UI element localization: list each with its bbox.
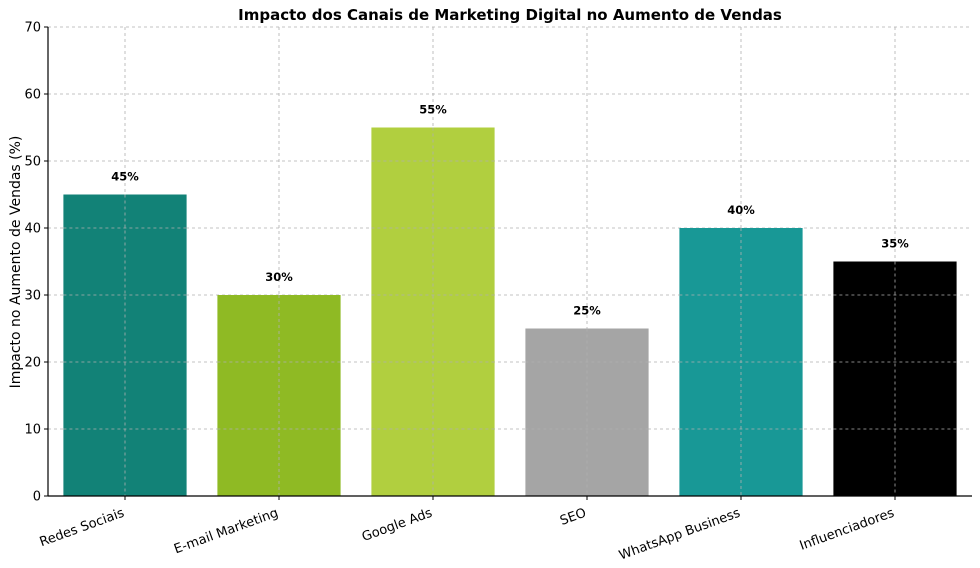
data-label: 35% (881, 237, 909, 251)
bars (63, 127, 957, 496)
x-tick-label: Redes Sociais (38, 506, 127, 551)
data-label: 45% (111, 170, 139, 184)
data-label: 25% (573, 304, 601, 318)
y-axis-label: Impacto no Aumento de Vendas (%) (8, 136, 24, 389)
y-tick-label: 30 (24, 289, 41, 304)
bar (833, 261, 957, 496)
data-label: 30% (265, 270, 293, 284)
data-label: 40% (727, 203, 755, 217)
y-tick-label: 70 (24, 21, 41, 36)
x-tick-label: SEO (558, 506, 588, 529)
y-tick-label: 20 (24, 356, 41, 371)
y-tick-label: 60 (24, 88, 41, 103)
y-tick-label: 40 (24, 222, 41, 237)
x-tick-label: Google Ads (360, 506, 435, 545)
y-tick-label: 10 (24, 423, 41, 438)
bar (217, 295, 341, 496)
y-tick-label: 0 (33, 490, 41, 505)
x-tick-label: Influenciadores (798, 506, 897, 554)
chart-title: Impacto dos Canais de Marketing Digital … (238, 6, 782, 24)
data-label: 55% (419, 103, 447, 117)
x-tick-label: WhatsApp Business (617, 506, 742, 564)
axes (44, 26, 972, 500)
x-tick-label: E-mail Marketing (172, 506, 280, 558)
y-tick-label: 50 (24, 155, 41, 170)
